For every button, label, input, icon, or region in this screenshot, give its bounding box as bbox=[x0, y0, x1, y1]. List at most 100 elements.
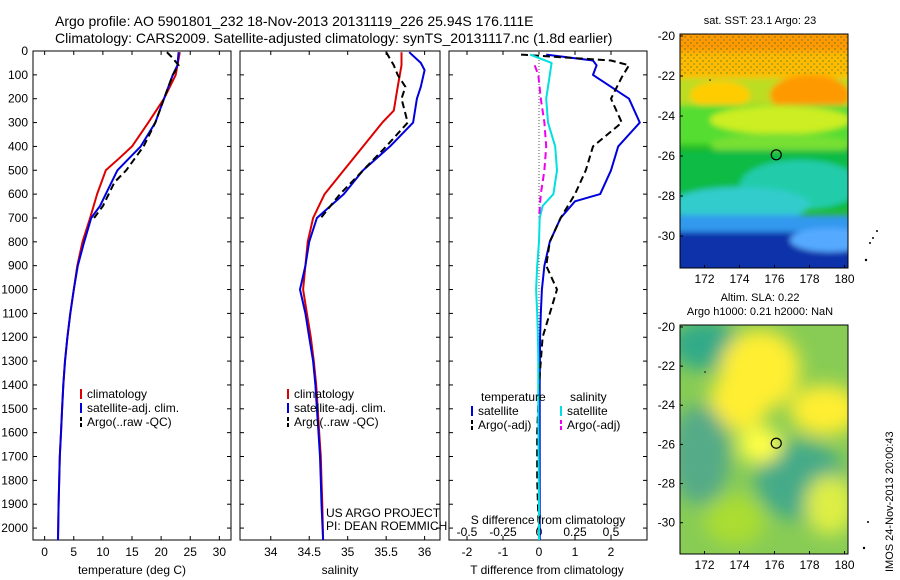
series-line-salinity-satellite bbox=[529, 53, 558, 540]
sst-map bbox=[679, 33, 849, 269]
legend-label: climatology bbox=[294, 387, 354, 401]
legend-group-title: temperature bbox=[481, 390, 546, 404]
y-tick-label: 100 bbox=[8, 68, 28, 82]
sst-map-axes: 172 174 176 178 180 -20 -22 -24 -26 -28 -30 bbox=[658, 29, 855, 286]
y-tick-label: 1200 bbox=[1, 330, 28, 344]
y-tick-label: 1900 bbox=[1, 497, 28, 511]
x2-tick-label: -0.25 bbox=[489, 525, 517, 539]
map-x-tick-label: 176 bbox=[764, 558, 784, 572]
map-y-tick-label: -30 bbox=[658, 516, 676, 530]
y-tick-label: 900 bbox=[8, 259, 28, 273]
coastline-dots bbox=[704, 79, 878, 550]
x-tick-label: 5 bbox=[70, 545, 77, 559]
legend-label: Argo(-adj) bbox=[478, 418, 531, 432]
credit-project: US ARGO PROJECT bbox=[326, 506, 441, 520]
legend-label: satellite bbox=[478, 404, 519, 418]
x-tick-label: 1 bbox=[572, 545, 579, 559]
map-x-tick-label: 172 bbox=[694, 558, 714, 572]
legend-label: satellite-adj. clim. bbox=[87, 401, 179, 415]
y-tick-label: 1500 bbox=[1, 402, 28, 416]
sla-map-axes: 172 174 176 178 180 -20 -22 -24 -26 -28 -30 bbox=[658, 320, 855, 572]
temperature-plot: 0 5 10 15 20 25 300100200300400500600700800900… bbox=[1, 44, 231, 559]
x-tick-label: 36 bbox=[418, 545, 432, 559]
x-tick-label: 35.5 bbox=[374, 545, 398, 559]
x-tick-label: 10 bbox=[96, 545, 110, 559]
series-line-temperature-satellite bbox=[538, 53, 641, 540]
series-line-salinity-argo-adj bbox=[533, 64, 548, 219]
series-line-climatology bbox=[57, 52, 181, 541]
map-x-tick-label: 172 bbox=[694, 272, 714, 286]
map-y-tick-label: -24 bbox=[658, 109, 676, 123]
map-x-tick-label: 180 bbox=[834, 272, 854, 286]
map-y-tick-label: -24 bbox=[658, 398, 676, 412]
x-tick-label: 35 bbox=[341, 545, 355, 559]
y-tick-label: 700 bbox=[8, 211, 28, 225]
difference-x2-axis-label: S difference from climatology bbox=[471, 513, 626, 527]
map-y-tick-label: -22 bbox=[658, 69, 676, 83]
y-tick-label: 1800 bbox=[1, 473, 28, 487]
map-y-tick-label: -30 bbox=[658, 229, 676, 243]
map-y-tick-label: -26 bbox=[658, 149, 676, 163]
legend-label: Argo(-adj) bbox=[567, 418, 620, 432]
y-tick-label: 200 bbox=[8, 92, 28, 106]
map-x-tick-label: 180 bbox=[834, 558, 854, 572]
y-tick-label: 400 bbox=[8, 139, 28, 153]
x-tick-label: 15 bbox=[125, 545, 139, 559]
sla-map-title-line-2: Argo h1000: 0.21 h2000: NaN bbox=[687, 306, 833, 318]
sla-map bbox=[679, 324, 849, 555]
x-tick-label: 25 bbox=[184, 545, 198, 559]
series-line-argo-raw-qc bbox=[320, 51, 409, 219]
y-tick-label: 1400 bbox=[1, 378, 28, 392]
credit-pi: PI: DEAN ROEMMICH bbox=[326, 519, 447, 533]
imos-watermark: IMOS 24-Nov-2013 20:00:43 bbox=[884, 431, 896, 572]
map-y-tick-label: -22 bbox=[658, 359, 676, 373]
x2-tick-label: -0.5 bbox=[457, 525, 478, 539]
salinity-x-axis-label: salinity bbox=[322, 563, 359, 577]
x-tick-label: -2 bbox=[462, 545, 473, 559]
map-y-tick-label: -20 bbox=[658, 320, 676, 334]
x-tick-label: 30 bbox=[213, 545, 227, 559]
map-y-tick-label: -26 bbox=[658, 437, 676, 451]
x-tick-label: 20 bbox=[154, 545, 168, 559]
sst-map-title: sat. SST: 23.1 Argo: 23 bbox=[704, 15, 817, 27]
legend-group-title: salinity bbox=[570, 390, 607, 404]
salinity-plot-frame bbox=[239, 50, 441, 541]
series-line-satellite-adj-clim bbox=[299, 51, 426, 541]
x-tick-label: 34 bbox=[264, 545, 278, 559]
x-tick-label: 34.5 bbox=[298, 545, 322, 559]
y-tick-label: 300 bbox=[8, 116, 28, 130]
map-y-tick-label: -28 bbox=[658, 189, 676, 203]
map-x-tick-label: 176 bbox=[764, 272, 784, 286]
sla-map-title-line-1: Altim. SLA: 0.22 bbox=[721, 292, 800, 304]
legend-label: Argo(..raw -QC) bbox=[87, 415, 172, 429]
x2-tick-label: 0.25 bbox=[563, 525, 587, 539]
series-line-climatology bbox=[302, 52, 403, 541]
x-tick-label: -1 bbox=[498, 545, 509, 559]
legend-label: climatology bbox=[87, 387, 147, 401]
y-tick-label: 800 bbox=[8, 235, 28, 249]
temperature-x-axis-label: temperature (deg C) bbox=[78, 563, 186, 577]
series-line-satellite-adj-clim bbox=[57, 52, 180, 541]
y-tick-label: 600 bbox=[8, 187, 28, 201]
map-x-tick-label: 178 bbox=[799, 558, 819, 572]
x2-tick-label: 0.5 bbox=[603, 525, 620, 539]
y-tick-label: 1000 bbox=[1, 283, 28, 297]
map-x-tick-label: 174 bbox=[729, 558, 749, 572]
y-tick-label: 1100 bbox=[2, 306, 28, 320]
profile-location-marker bbox=[770, 149, 782, 161]
y-tick-label: 2000 bbox=[1, 521, 28, 535]
header-line-1: Argo profile: AO 5901801_232 18-Nov-2013… bbox=[55, 13, 533, 29]
x-tick-label: 2 bbox=[608, 545, 615, 559]
header-line-2: Climatology: CARS2009. Satellite-adjuste… bbox=[55, 30, 612, 46]
difference-plot: -2-1012-0.5-0.2500.250.5temperaturesatel… bbox=[449, 50, 647, 559]
y-tick-label: 500 bbox=[8, 163, 28, 177]
legend-label: Argo(..raw -QC) bbox=[294, 415, 379, 429]
y-tick-label: 1700 bbox=[1, 450, 28, 464]
difference-x-axis-label: T difference from climatology bbox=[470, 563, 624, 577]
x-tick-label: 0 bbox=[536, 545, 543, 559]
legend-label: satellite bbox=[567, 404, 608, 418]
legend-label: satellite-adj. clim. bbox=[294, 401, 386, 415]
y-tick-label: 1600 bbox=[1, 426, 28, 440]
salinity-plot: 34 34.5 35 35.5 36 climatologysatellite-adj. … bbox=[240, 50, 440, 559]
